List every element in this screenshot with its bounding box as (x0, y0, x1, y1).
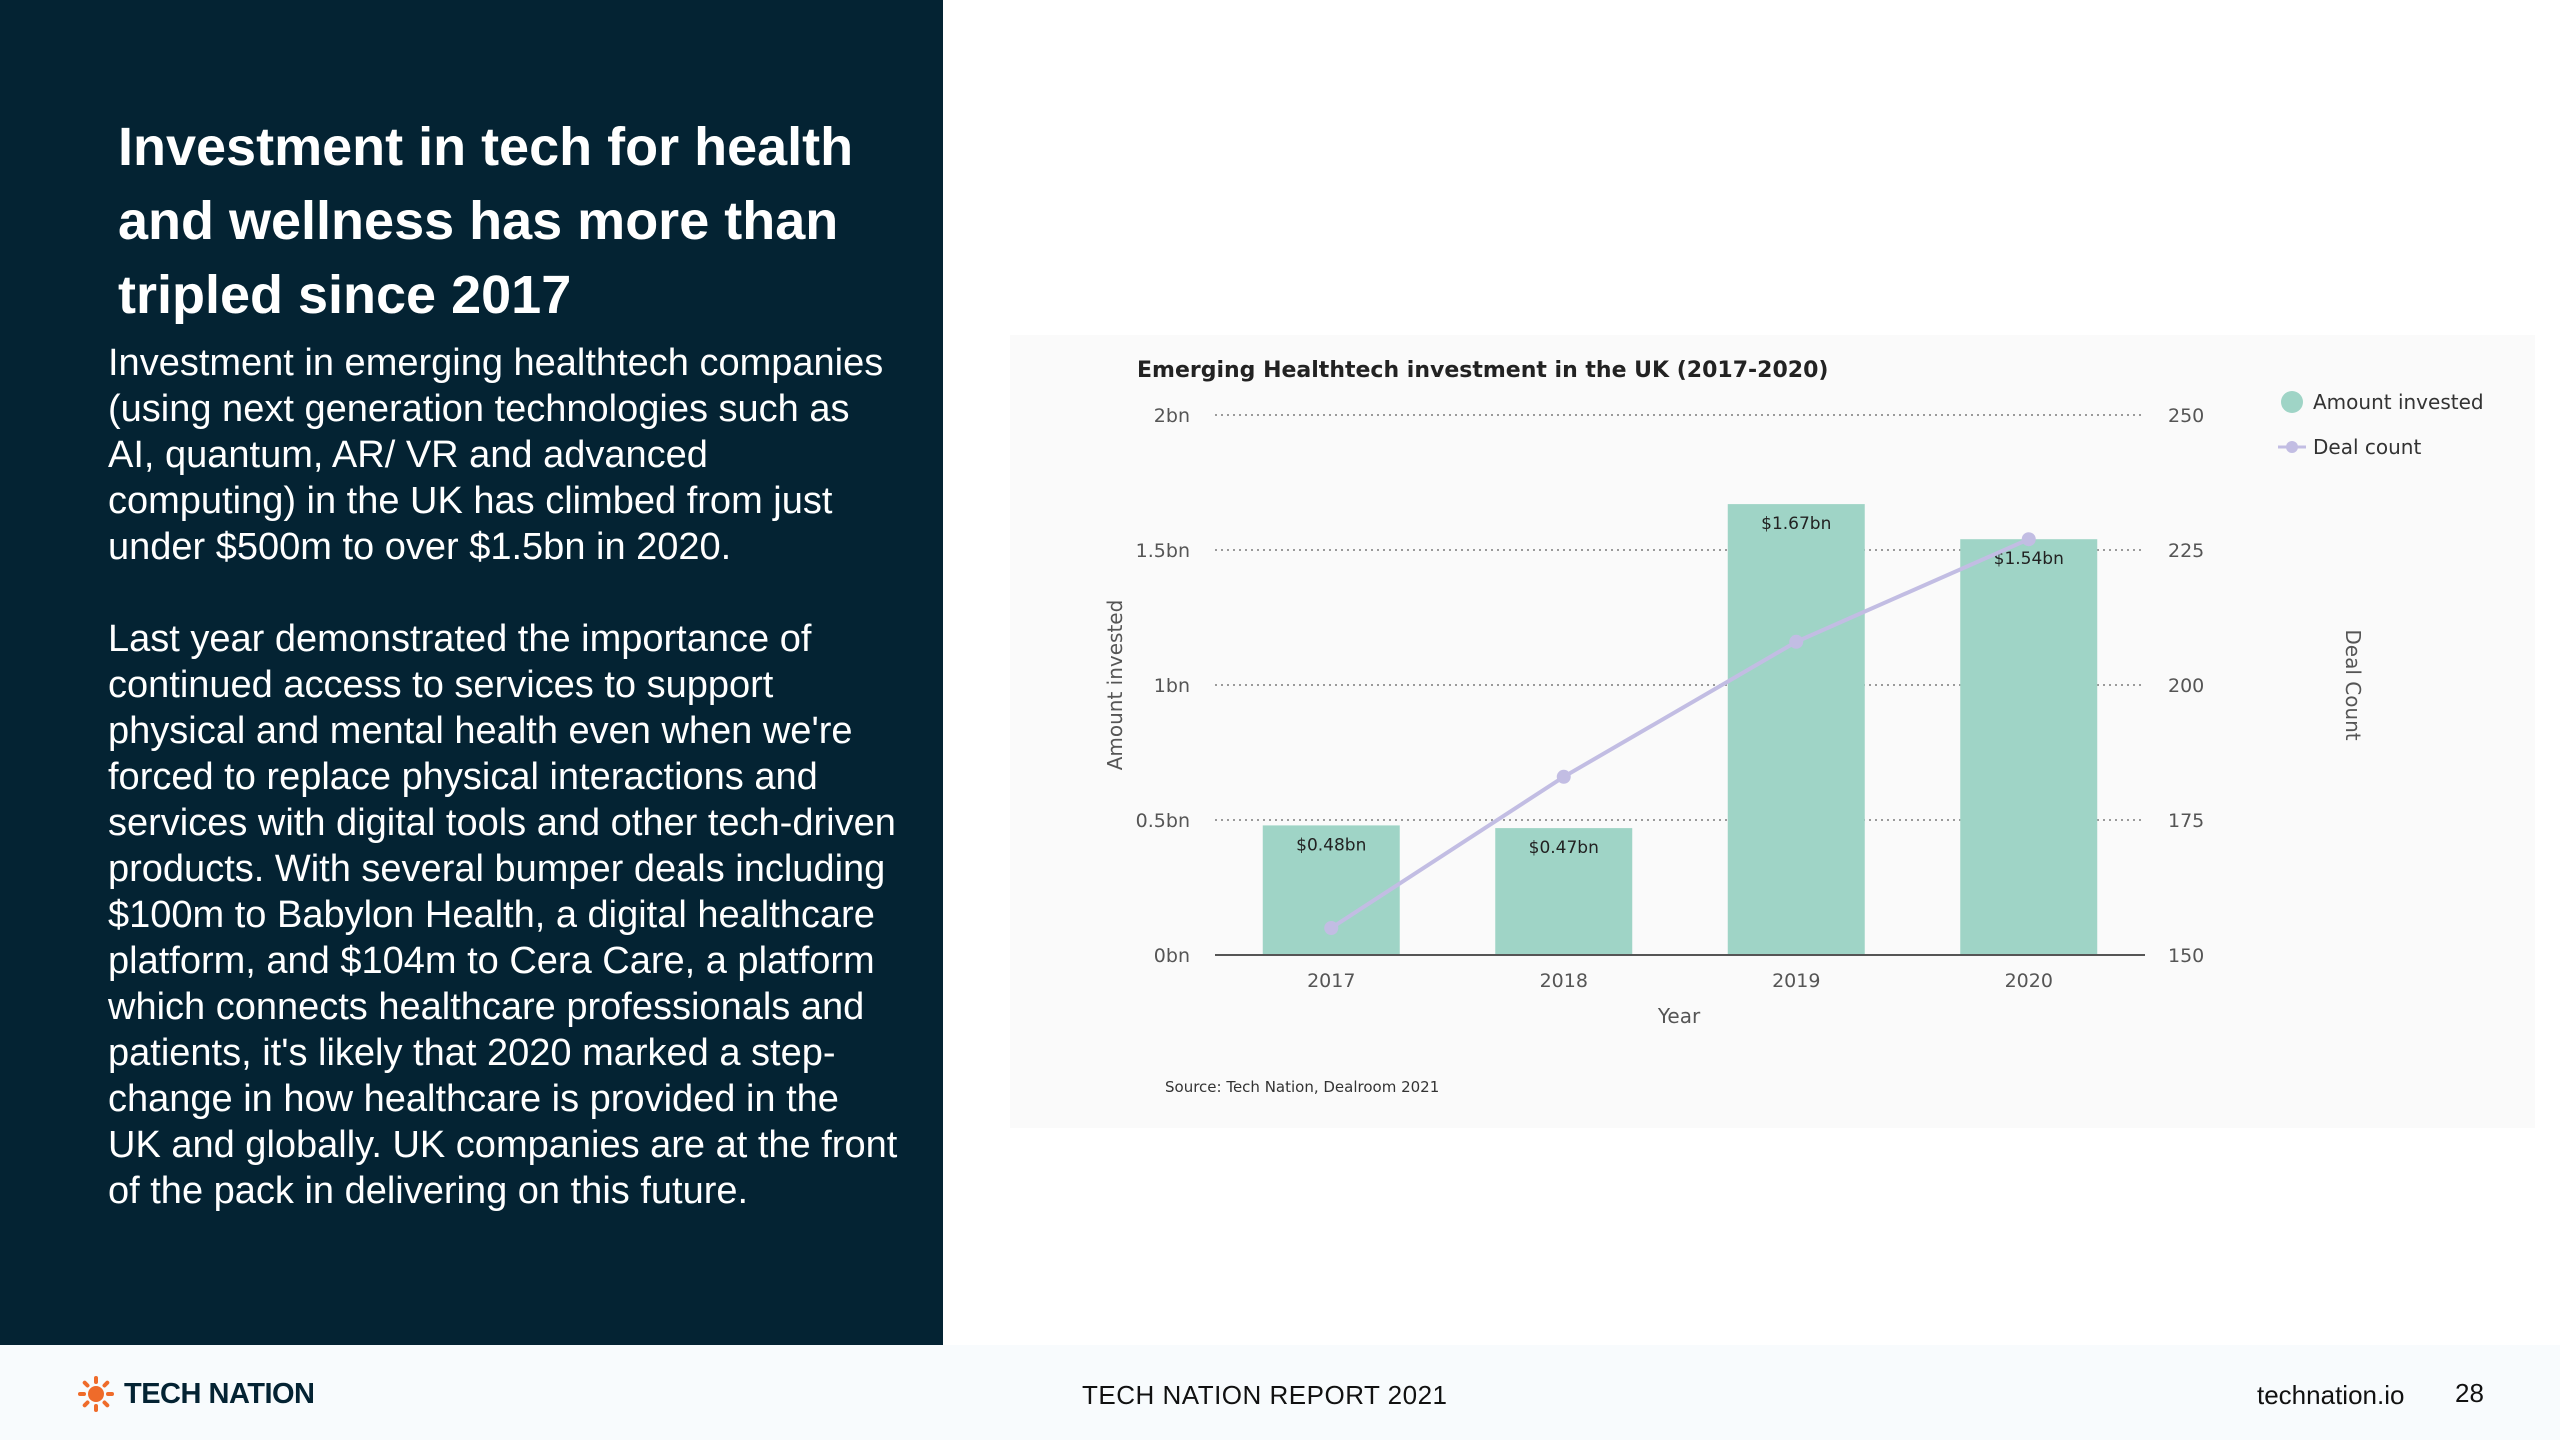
footer (0, 1345, 2560, 1440)
legend-marker-deal (2286, 441, 2298, 453)
page-number: 28 (2455, 1378, 2484, 1408)
y2-tick-label: 150 (2168, 945, 2204, 967)
y2-axis-label: Deal Count (2341, 629, 2365, 740)
sun-icon (78, 1376, 114, 1412)
bar-value-label: $1.67bn (1761, 514, 1831, 534)
x-axis-label: Year (1657, 1004, 1701, 1028)
y2-tick-label: 250 (2168, 405, 2204, 427)
logo-text: TECH NATION (124, 1377, 315, 1410)
y-tick-label: 1.5bn (1136, 540, 1190, 562)
bar-value-label: $0.47bn (1529, 838, 1599, 858)
chart-legend: Amount invested Deal count (2278, 390, 2484, 459)
chart-source: Source: Tech Nation, Dealroom 2021 (1165, 1078, 1439, 1096)
y-axis-label: Amount invested (1103, 600, 1127, 771)
deal-count-point (1556, 769, 1571, 784)
chart-svg: Emerging Healthtech investment in the UK… (1103, 358, 2484, 1096)
y2-tick-label: 200 (2168, 675, 2204, 697)
bar-value-label: $0.48bn (1296, 835, 1366, 855)
deal-count-line (1330, 537, 2030, 930)
legend-label-amount: Amount invested (2313, 390, 2484, 414)
body-paragraph-2: Last year demonstrated the importance of… (108, 618, 898, 1212)
report-title: TECH NATION REPORT 2021 (1082, 1380, 1448, 1410)
y2-tick-label: 225 (2168, 540, 2204, 562)
site-url-link[interactable]: technation.io (2257, 1380, 2405, 1410)
x-tick-label: 2018 (1540, 970, 1588, 992)
bar (1727, 504, 1865, 955)
deal-count-point (2021, 532, 2036, 547)
deal-count-point (1324, 921, 1339, 935)
tech-nation-logo[interactable]: TECH NATION (78, 1376, 315, 1412)
slide-headline: Investment in tech for health and wellne… (118, 117, 854, 325)
y-tick-label: 2bn (1154, 405, 1190, 427)
chart-card: Emerging Healthtech investment in the UK… (1010, 335, 2535, 1128)
deal-count-point (1789, 634, 1804, 649)
slide-body: Investment in emerging healthtech compan… (108, 340, 898, 1260)
y-tick-label: 1bn (1154, 675, 1190, 697)
y2-tick-label: 175 (2168, 810, 2204, 832)
legend-swatch-amount (2281, 391, 2303, 413)
bar (1495, 828, 1633, 955)
x-tick-label: 2017 (1307, 970, 1355, 992)
x-tick-label: 2019 (1772, 970, 1820, 992)
bar (1960, 539, 2098, 955)
legend-label-deal: Deal count (2313, 435, 2421, 459)
bar-value-label: $1.54bn (1994, 549, 2064, 569)
y-tick-label: 0.5bn (1136, 810, 1190, 832)
y-tick-label: 0bn (1154, 945, 1190, 967)
chart-plot: 0bn 0.5bn 1bn 1.5bn 2bn 150 175 200 225 250 $0.48b… (1136, 405, 2205, 992)
left-panel: Investment in tech for health and wellne… (0, 0, 943, 1345)
body-paragraph-1: Investment in emerging healthtech compan… (108, 342, 884, 568)
x-tick-label: 2020 (2005, 970, 2053, 992)
chart-title: Emerging Healthtech investment in the UK… (1137, 358, 1828, 383)
